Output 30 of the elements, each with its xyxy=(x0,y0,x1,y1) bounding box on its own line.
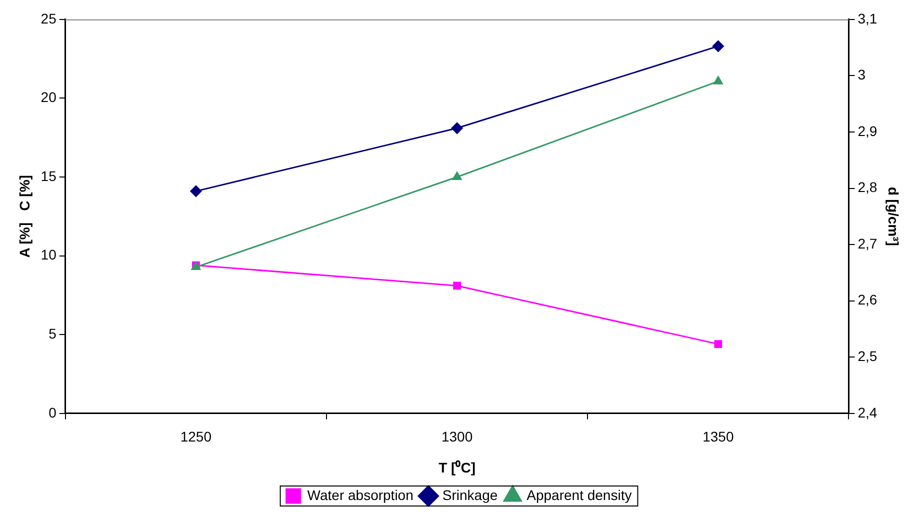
x-axis-title: T [⁰C] xyxy=(438,459,476,476)
y2-tick-label: 2,4 xyxy=(858,404,878,420)
y2-tick-label: 2,5 xyxy=(858,348,878,364)
x-tick-label: 1250 xyxy=(180,428,212,445)
y2-tick-label: 2,6 xyxy=(858,292,878,308)
y-tick-label: 5 xyxy=(48,325,57,342)
point xyxy=(190,185,202,197)
x-tick-label: 1350 xyxy=(702,428,734,445)
y2-tick-label: 2,7 xyxy=(858,235,878,252)
x-tick-label: 1300 xyxy=(441,428,473,445)
legend-label: Apparent density xyxy=(526,486,632,503)
y-tick-label: 10 xyxy=(40,246,57,263)
y-axis-title: A [%] C [%] xyxy=(16,175,32,258)
y-tick-label: 25 xyxy=(40,10,57,26)
y2-tick-label: 3 xyxy=(858,66,866,83)
y2-tick-label: 2,9 xyxy=(858,122,878,139)
y2-axis-title: d [g/cm³] xyxy=(886,186,902,246)
y2-tick-label: 3,1 xyxy=(858,10,878,26)
point xyxy=(712,40,724,52)
y-tick-label: 0 xyxy=(48,404,57,420)
legend-label: Srinkage xyxy=(442,486,498,503)
point xyxy=(453,282,461,290)
y-tick-label: 20 xyxy=(40,89,57,106)
point xyxy=(452,172,462,180)
y-tick-label: 15 xyxy=(40,168,57,184)
point xyxy=(714,340,722,348)
legend-label: Water absorption xyxy=(307,486,414,503)
y2-tick-label: 2,8 xyxy=(858,179,878,196)
point xyxy=(714,76,723,84)
point xyxy=(451,122,463,134)
